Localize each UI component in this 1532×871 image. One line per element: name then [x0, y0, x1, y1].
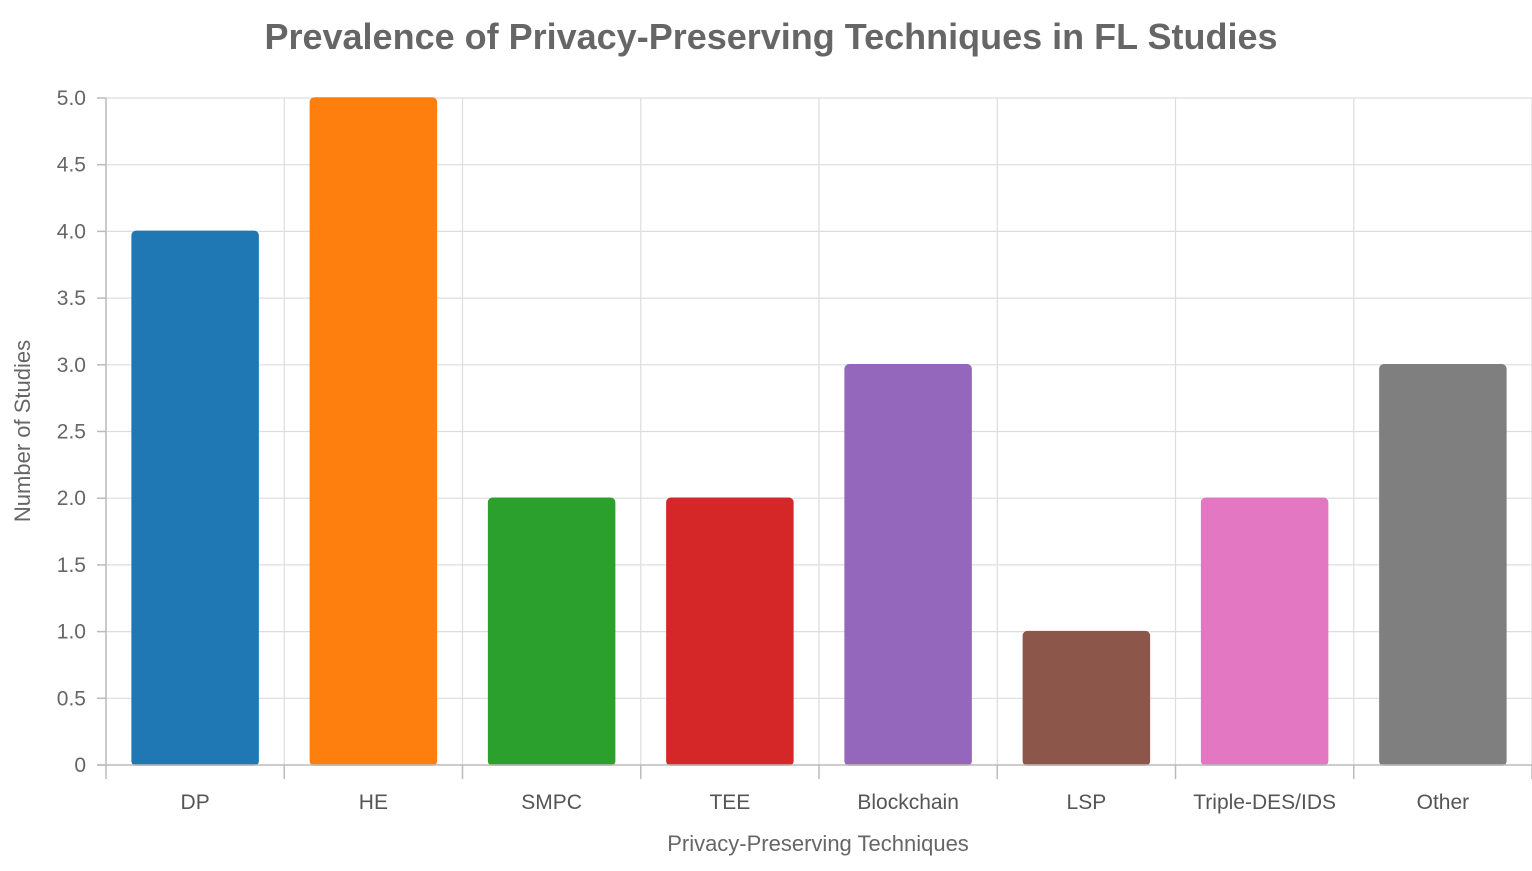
x-tick-label: DP [181, 791, 210, 814]
y-tick-label: 3.5 [57, 287, 86, 310]
axes [97, 97, 1532, 779]
bar-other[interactable] [1379, 364, 1507, 766]
y-tick-label: 3.0 [57, 354, 86, 377]
bars [131, 97, 1507, 766]
y-tick-label: 5.0 [57, 87, 86, 110]
x-tick-label: LSP [1067, 791, 1107, 814]
y-tick-label: 2.5 [57, 421, 86, 444]
bar-triple-des-ids[interactable] [1200, 497, 1329, 766]
x-tick-labels: DP HE SMPC TEE Blockchain LSP Triple-DES/IDS Ot… [181, 791, 1470, 814]
y-axis-title: Number of Studies [10, 340, 35, 522]
x-tick-label: SMPC [521, 791, 582, 814]
x-tick-label: HE [359, 791, 388, 814]
x-tick-label: Other [1417, 791, 1470, 814]
x-tick-label: TEE [709, 791, 750, 814]
bar-lsp[interactable] [1022, 630, 1151, 766]
bar-dp[interactable] [131, 230, 259, 766]
bar-blockchain[interactable] [844, 364, 972, 766]
bar-smpc[interactable] [487, 497, 616, 766]
y-tick-label: 4.0 [57, 220, 86, 243]
y-tick-label: 1.0 [57, 621, 86, 644]
bar-tee[interactable] [666, 497, 794, 766]
x-tick-label: Triple-DES/IDS [1193, 791, 1336, 814]
chart-title: Prevalence of Privacy-Preserving Techniq… [264, 16, 1277, 57]
bar-he[interactable] [309, 97, 438, 766]
y-tick-label: 0.5 [57, 687, 86, 710]
y-tick-label: 2.0 [57, 487, 86, 510]
y-tick-label: 0 [74, 754, 86, 777]
y-tick-labels: 0 0.5 1.0 1.5 2.0 2.5 3.0 3.5 4.0 4.5 5.0 [57, 87, 86, 777]
y-tick-label: 1.5 [57, 554, 86, 577]
y-tick-label: 4.5 [57, 154, 86, 177]
x-axis-title: Privacy-Preserving Techniques [667, 831, 969, 856]
x-tick-label: Blockchain [857, 791, 959, 814]
